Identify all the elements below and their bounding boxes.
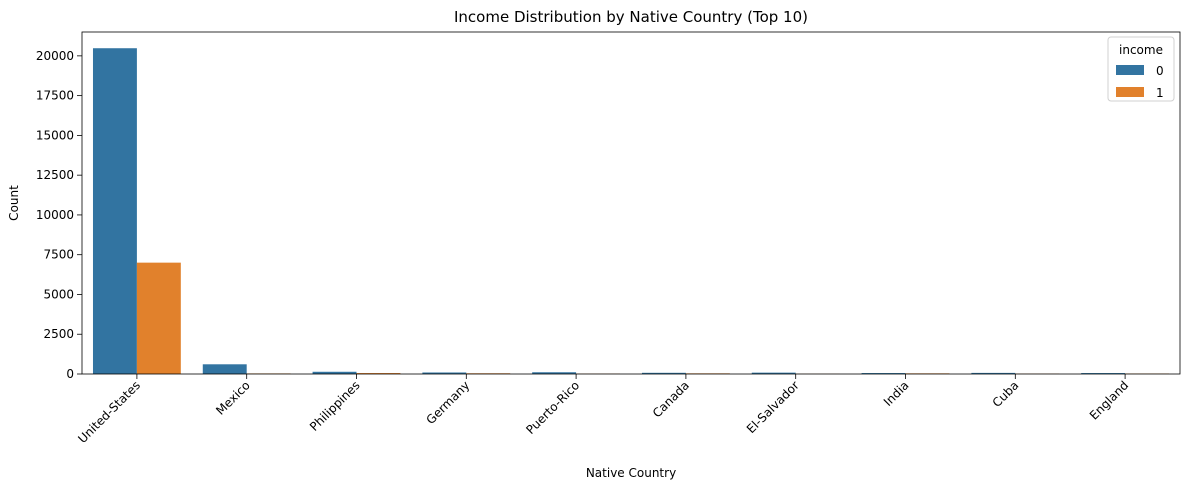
legend-label-0: 0 xyxy=(1156,64,1164,78)
legend-items: 01 xyxy=(1116,64,1164,100)
bar-el-salvador-income-0 xyxy=(751,372,796,374)
x-tick-label: Mexico xyxy=(213,378,253,418)
bar-united-states-income-1 xyxy=(136,262,181,374)
plot-frame xyxy=(81,31,1181,375)
x-tick-label: El-Salvador xyxy=(744,378,802,436)
x-tick-label: Germany xyxy=(424,378,473,427)
x-tick-label: United-States xyxy=(75,378,143,446)
y-tick-label: 10000 xyxy=(36,208,74,222)
legend-label-1: 1 xyxy=(1156,86,1164,100)
y-tick-label: 20000 xyxy=(36,49,74,63)
y-tick-label: 17500 xyxy=(36,89,74,103)
legend-swatch-0 xyxy=(1116,65,1144,75)
legend-swatch-1 xyxy=(1116,87,1144,97)
x-tick-label: Cuba xyxy=(990,378,1022,410)
y-tick-label: 5000 xyxy=(43,287,74,301)
bar-canada-income-0 xyxy=(641,372,686,374)
x-tick-label: Canada xyxy=(650,378,692,420)
x-tick-label: England xyxy=(1087,378,1131,422)
y-tick-label: 2500 xyxy=(43,327,74,341)
y-tick-label: 15000 xyxy=(36,128,74,142)
bar-england-income-0 xyxy=(1081,373,1126,374)
bar-germany-income-0 xyxy=(422,372,467,374)
x-tick-label: India xyxy=(881,378,912,409)
bars-layer xyxy=(92,48,1170,374)
x-axis: United-States Mexico Philippines Germany Pue… xyxy=(75,374,1131,446)
y-tick-label: 7500 xyxy=(43,248,74,262)
x-tick-label: Puerto-Rico xyxy=(523,378,582,437)
legend-title: income xyxy=(1119,43,1163,57)
bar-mexico-income-0 xyxy=(202,364,247,374)
bar-united-states-income-0 xyxy=(92,48,137,374)
bar-cuba-income-0 xyxy=(971,372,1016,374)
bar-philippines-income-1 xyxy=(356,373,401,374)
y-tick-label: 0 xyxy=(66,367,74,381)
chart-title: Income Distribution by Native Country (T… xyxy=(454,8,808,26)
x-tick-label: Philippines xyxy=(307,378,363,434)
x-axis-label: Native Country xyxy=(586,466,676,480)
y-tick-label: 12500 xyxy=(36,168,74,182)
legend: income 01 xyxy=(1107,36,1175,102)
y-axis: 0 2500 5000 7500 10000 12500 15000 17500 20000 xyxy=(36,49,82,381)
y-axis-label: Count xyxy=(7,185,21,221)
bar-philippines-income-0 xyxy=(312,371,357,374)
bar-india-income-0 xyxy=(861,373,906,374)
bar-puerto-rico-income-0 xyxy=(532,372,577,374)
